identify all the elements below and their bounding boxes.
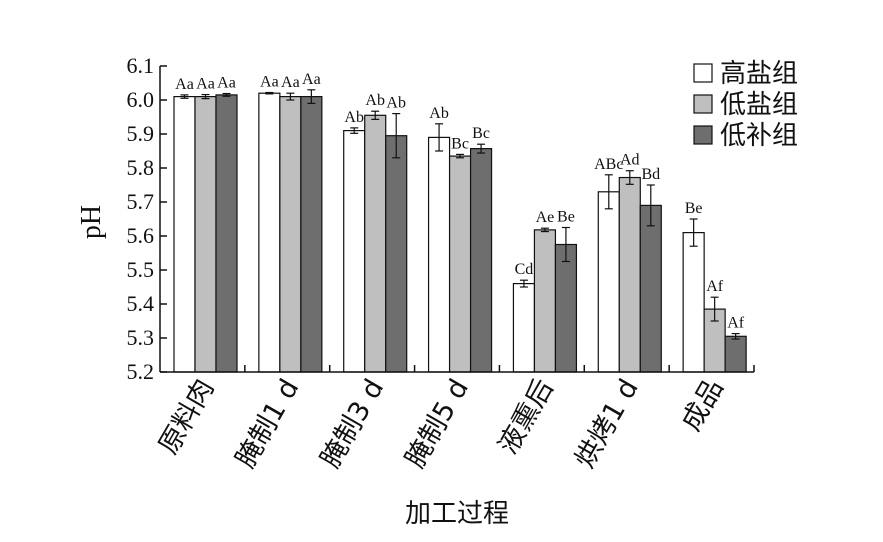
x-tick-label: 腌制3 d [315, 374, 390, 473]
significance-label: Ab [429, 105, 449, 122]
bar [258, 92, 281, 373]
x-ticks-layer: 原料肉 腌制1 d 腌制3 d 腌制5 d 液熏后 烘烤1 d 成品 [153, 365, 755, 473]
bar [194, 95, 217, 373]
legend-swatch [693, 94, 713, 114]
x-tick-label: 烘烤1 d [569, 374, 644, 473]
significance-label: Bd [641, 166, 660, 183]
bar [215, 94, 238, 373]
bar [448, 155, 472, 373]
legend-swatch [693, 125, 713, 145]
bar [618, 176, 641, 373]
significance-label: Be [685, 200, 703, 217]
y-tick-label: 5.3 [127, 325, 155, 350]
significance-label: Aa [260, 74, 279, 91]
y-tick-label: 5.9 [127, 121, 155, 146]
axes-layer [159, 66, 754, 373]
significance-label: Aa [175, 76, 194, 93]
x-axis-label: 加工过程 [405, 499, 509, 529]
y-tick-label: 6.0 [127, 87, 155, 112]
error-bars-layer [180, 89, 740, 340]
bar [533, 229, 557, 373]
significance-label: Af [706, 278, 724, 295]
bar [724, 335, 747, 373]
bar [682, 232, 705, 373]
y-tick-label: 6.1 [127, 53, 155, 78]
y-tick-label: 5.4 [127, 291, 155, 316]
significance-label: Ab [365, 92, 385, 109]
significance-label: Ad [620, 152, 640, 169]
significance-label: Bc [451, 135, 469, 152]
significance-label: Aa [281, 74, 300, 91]
significance-label: Bc [472, 125, 490, 142]
bar [427, 136, 451, 373]
x-tick-label: 成品 [676, 374, 730, 436]
bar [173, 95, 196, 373]
bar [512, 283, 536, 373]
significance-label: Af [727, 315, 745, 332]
y-tick-label: 5.7 [127, 189, 155, 214]
significance-label: Aa [217, 75, 236, 92]
bar [597, 191, 620, 373]
bar [300, 95, 323, 373]
bar [343, 130, 366, 373]
significance-label: Aa [302, 71, 321, 88]
significance-label: ABc [594, 156, 623, 173]
x-tick-label: 腌制5 d [400, 374, 475, 473]
y-tick-label: 5.6 [127, 223, 155, 248]
y-tick-label: 5.5 [127, 257, 155, 282]
bar [639, 204, 662, 373]
y-tick-label: 5.8 [127, 155, 155, 180]
x-tick-label: 液熏后 [493, 374, 560, 460]
bar [554, 243, 578, 373]
significance-label: Aa [196, 76, 215, 93]
significance-label: Ab [386, 95, 406, 112]
legend-label: 高盐组 [720, 59, 798, 89]
bars-layer [173, 92, 747, 373]
legend-label: 低盐组 [720, 90, 798, 120]
bar [469, 148, 493, 373]
y-ticks-layer: 5.2 5.3 5.4 5.5 5.6 5.7 5.8 5.9 6.0 6.1 [127, 53, 167, 384]
x-tick-label: 腌制1 d [230, 374, 305, 473]
legend-label: 低补组 [720, 121, 798, 151]
y-axis-label: pH [76, 205, 107, 239]
significance-label: Ab [344, 109, 364, 126]
bar [364, 114, 387, 373]
bar [279, 95, 302, 373]
significance-label: Be [557, 209, 575, 226]
significance-label: Cd [515, 261, 534, 278]
bar [385, 135, 408, 373]
significance-label: Ae [536, 209, 555, 226]
legend-swatch [693, 63, 713, 83]
x-tick-label: 原料肉 [153, 374, 220, 460]
y-tick-label: 5.2 [127, 359, 155, 384]
